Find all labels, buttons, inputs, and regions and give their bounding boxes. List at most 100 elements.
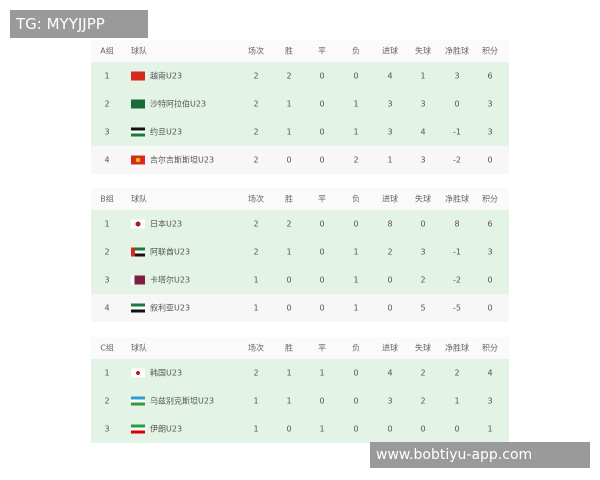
stat-pts: 0 xyxy=(487,155,493,165)
stat-gd: 0 xyxy=(454,99,460,109)
stat-l: 2 xyxy=(353,155,359,165)
table-row: 3 卡塔尔U23 1 0 0 1 0 2 -2 0 xyxy=(91,266,509,294)
stat-pts: 3 xyxy=(487,127,493,137)
stat-l: 0 xyxy=(353,71,359,81)
stat-ga: 2 xyxy=(420,368,426,378)
stat-gf: 0 xyxy=(387,303,393,313)
stat-p: 1 xyxy=(253,424,259,434)
stat-gf: 4 xyxy=(387,368,393,378)
rank: 3 xyxy=(104,275,110,285)
rank: 4 xyxy=(104,155,110,165)
rank: 2 xyxy=(104,247,110,257)
column-header: 积分 xyxy=(482,46,498,56)
stat-d: 0 xyxy=(319,275,325,285)
stat-ga: 0 xyxy=(420,424,426,434)
stat-l: 0 xyxy=(353,219,359,229)
table-row: 4 叙利亚U23 1 0 0 1 0 5 -5 0 xyxy=(91,294,509,322)
stat-p: 2 xyxy=(253,99,259,109)
column-header: 球队 xyxy=(131,194,147,204)
column-header: 净胜球 xyxy=(445,46,469,56)
column-header: 进球 xyxy=(382,343,398,353)
group-name: A组 xyxy=(100,46,114,56)
column-header: 净胜球 xyxy=(445,343,469,353)
stat-w: 1 xyxy=(286,127,292,137)
column-header: 净胜球 xyxy=(445,194,469,204)
stat-ga: 5 xyxy=(420,303,426,313)
stat-gd: 2 xyxy=(454,368,460,378)
stat-gf: 3 xyxy=(387,99,393,109)
vietnam-flag-icon xyxy=(131,71,145,81)
team-name: 日本U23 xyxy=(150,219,183,229)
table-row: 2 沙特阿拉伯U23 2 1 0 1 3 3 0 3 xyxy=(91,90,509,118)
stat-gd: 0 xyxy=(454,424,460,434)
stat-gf: 8 xyxy=(387,219,393,229)
table-row: 2 乌兹别克斯坦U23 1 1 0 0 3 2 1 3 xyxy=(91,387,509,415)
stat-l: 0 xyxy=(353,368,359,378)
stat-w: 1 xyxy=(286,99,292,109)
rank: 3 xyxy=(104,424,110,434)
column-header: 胜 xyxy=(285,343,293,353)
column-header: 场次 xyxy=(248,46,264,56)
stat-d: 0 xyxy=(319,71,325,81)
stat-gf: 3 xyxy=(387,127,393,137)
team-name: 乌兹别克斯坦U23 xyxy=(150,396,215,406)
stat-d: 0 xyxy=(319,127,325,137)
group-name: C组 xyxy=(100,343,114,353)
stat-ga: 3 xyxy=(420,247,426,257)
column-header: 负 xyxy=(352,194,360,204)
stat-p: 1 xyxy=(253,275,259,285)
header-row: A组 球队 场次 胜 平 负 进球 失球 净胜球 积分 xyxy=(91,40,509,62)
stat-gd: 3 xyxy=(454,71,460,81)
uae-flag-icon xyxy=(131,247,145,257)
team-name: 伊朗U23 xyxy=(150,424,183,434)
stat-p: 2 xyxy=(253,219,259,229)
column-header: 场次 xyxy=(248,194,264,204)
column-header: 胜 xyxy=(285,46,293,56)
stat-l: 0 xyxy=(353,424,359,434)
stat-d: 0 xyxy=(319,99,325,109)
table-row: 4 吉尔吉斯斯坦U23 2 0 0 2 1 3 -2 0 xyxy=(91,146,509,174)
stat-gd: -5 xyxy=(453,303,461,313)
stat-l: 1 xyxy=(353,247,359,257)
stat-pts: 3 xyxy=(487,396,493,406)
group-table: C组 球队 场次 胜 平 负 进球 失球 净胜球 积分 1 韩国U23 2 1 1 0 4 2 2 4 2 乌兹别克斯坦U… xyxy=(91,337,509,443)
team-name: 韩国U23 xyxy=(150,368,183,378)
stat-pts: 4 xyxy=(487,368,493,378)
stat-l: 1 xyxy=(353,99,359,109)
stat-gd: 8 xyxy=(454,219,460,229)
stat-p: 1 xyxy=(253,396,259,406)
stat-gd: -2 xyxy=(453,155,461,165)
column-header: 平 xyxy=(318,343,326,353)
group-table: A组 球队 场次 胜 平 负 进球 失球 净胜球 积分 1 越南U23 2 2 0 0 4 1 3 6 2 沙特阿拉伯U2… xyxy=(91,40,509,174)
stat-gf: 2 xyxy=(387,247,393,257)
kyrgyzstan-flag-icon xyxy=(131,155,145,165)
table-row: 3 伊朗U23 1 0 1 0 0 0 0 1 xyxy=(91,415,509,443)
column-header: 胜 xyxy=(285,194,293,204)
header-row: B组 球队 场次 胜 平 负 进球 失球 净胜球 积分 xyxy=(91,188,509,210)
stat-w: 0 xyxy=(286,424,292,434)
team-name: 阿联酋U23 xyxy=(150,247,191,257)
table-row: 2 阿联酋U23 2 1 0 1 2 3 -1 3 xyxy=(91,238,509,266)
stat-d: 0 xyxy=(319,219,325,229)
stat-gf: 0 xyxy=(387,424,393,434)
stat-ga: 0 xyxy=(420,219,426,229)
watermark-bottom: www.bobtiyu-app.com xyxy=(370,442,590,468)
stat-l: 1 xyxy=(353,127,359,137)
stat-w: 1 xyxy=(286,247,292,257)
column-header: 进球 xyxy=(382,194,398,204)
stat-ga: 2 xyxy=(420,396,426,406)
column-header: 平 xyxy=(318,194,326,204)
stat-d: 0 xyxy=(319,303,325,313)
stat-gf: 0 xyxy=(387,275,393,285)
rank: 3 xyxy=(104,127,110,137)
stat-pts: 6 xyxy=(487,219,493,229)
column-header: 失球 xyxy=(415,194,431,204)
table-row: 1 日本U23 2 2 0 0 8 0 8 6 xyxy=(91,210,509,238)
column-header: 球队 xyxy=(131,46,147,56)
stat-w: 1 xyxy=(286,368,292,378)
header-row: C组 球队 场次 胜 平 负 进球 失球 净胜球 积分 xyxy=(91,337,509,359)
stat-pts: 3 xyxy=(487,247,493,257)
stat-d: 0 xyxy=(319,396,325,406)
stat-p: 1 xyxy=(253,303,259,313)
team-name: 卡塔尔U23 xyxy=(150,275,191,285)
